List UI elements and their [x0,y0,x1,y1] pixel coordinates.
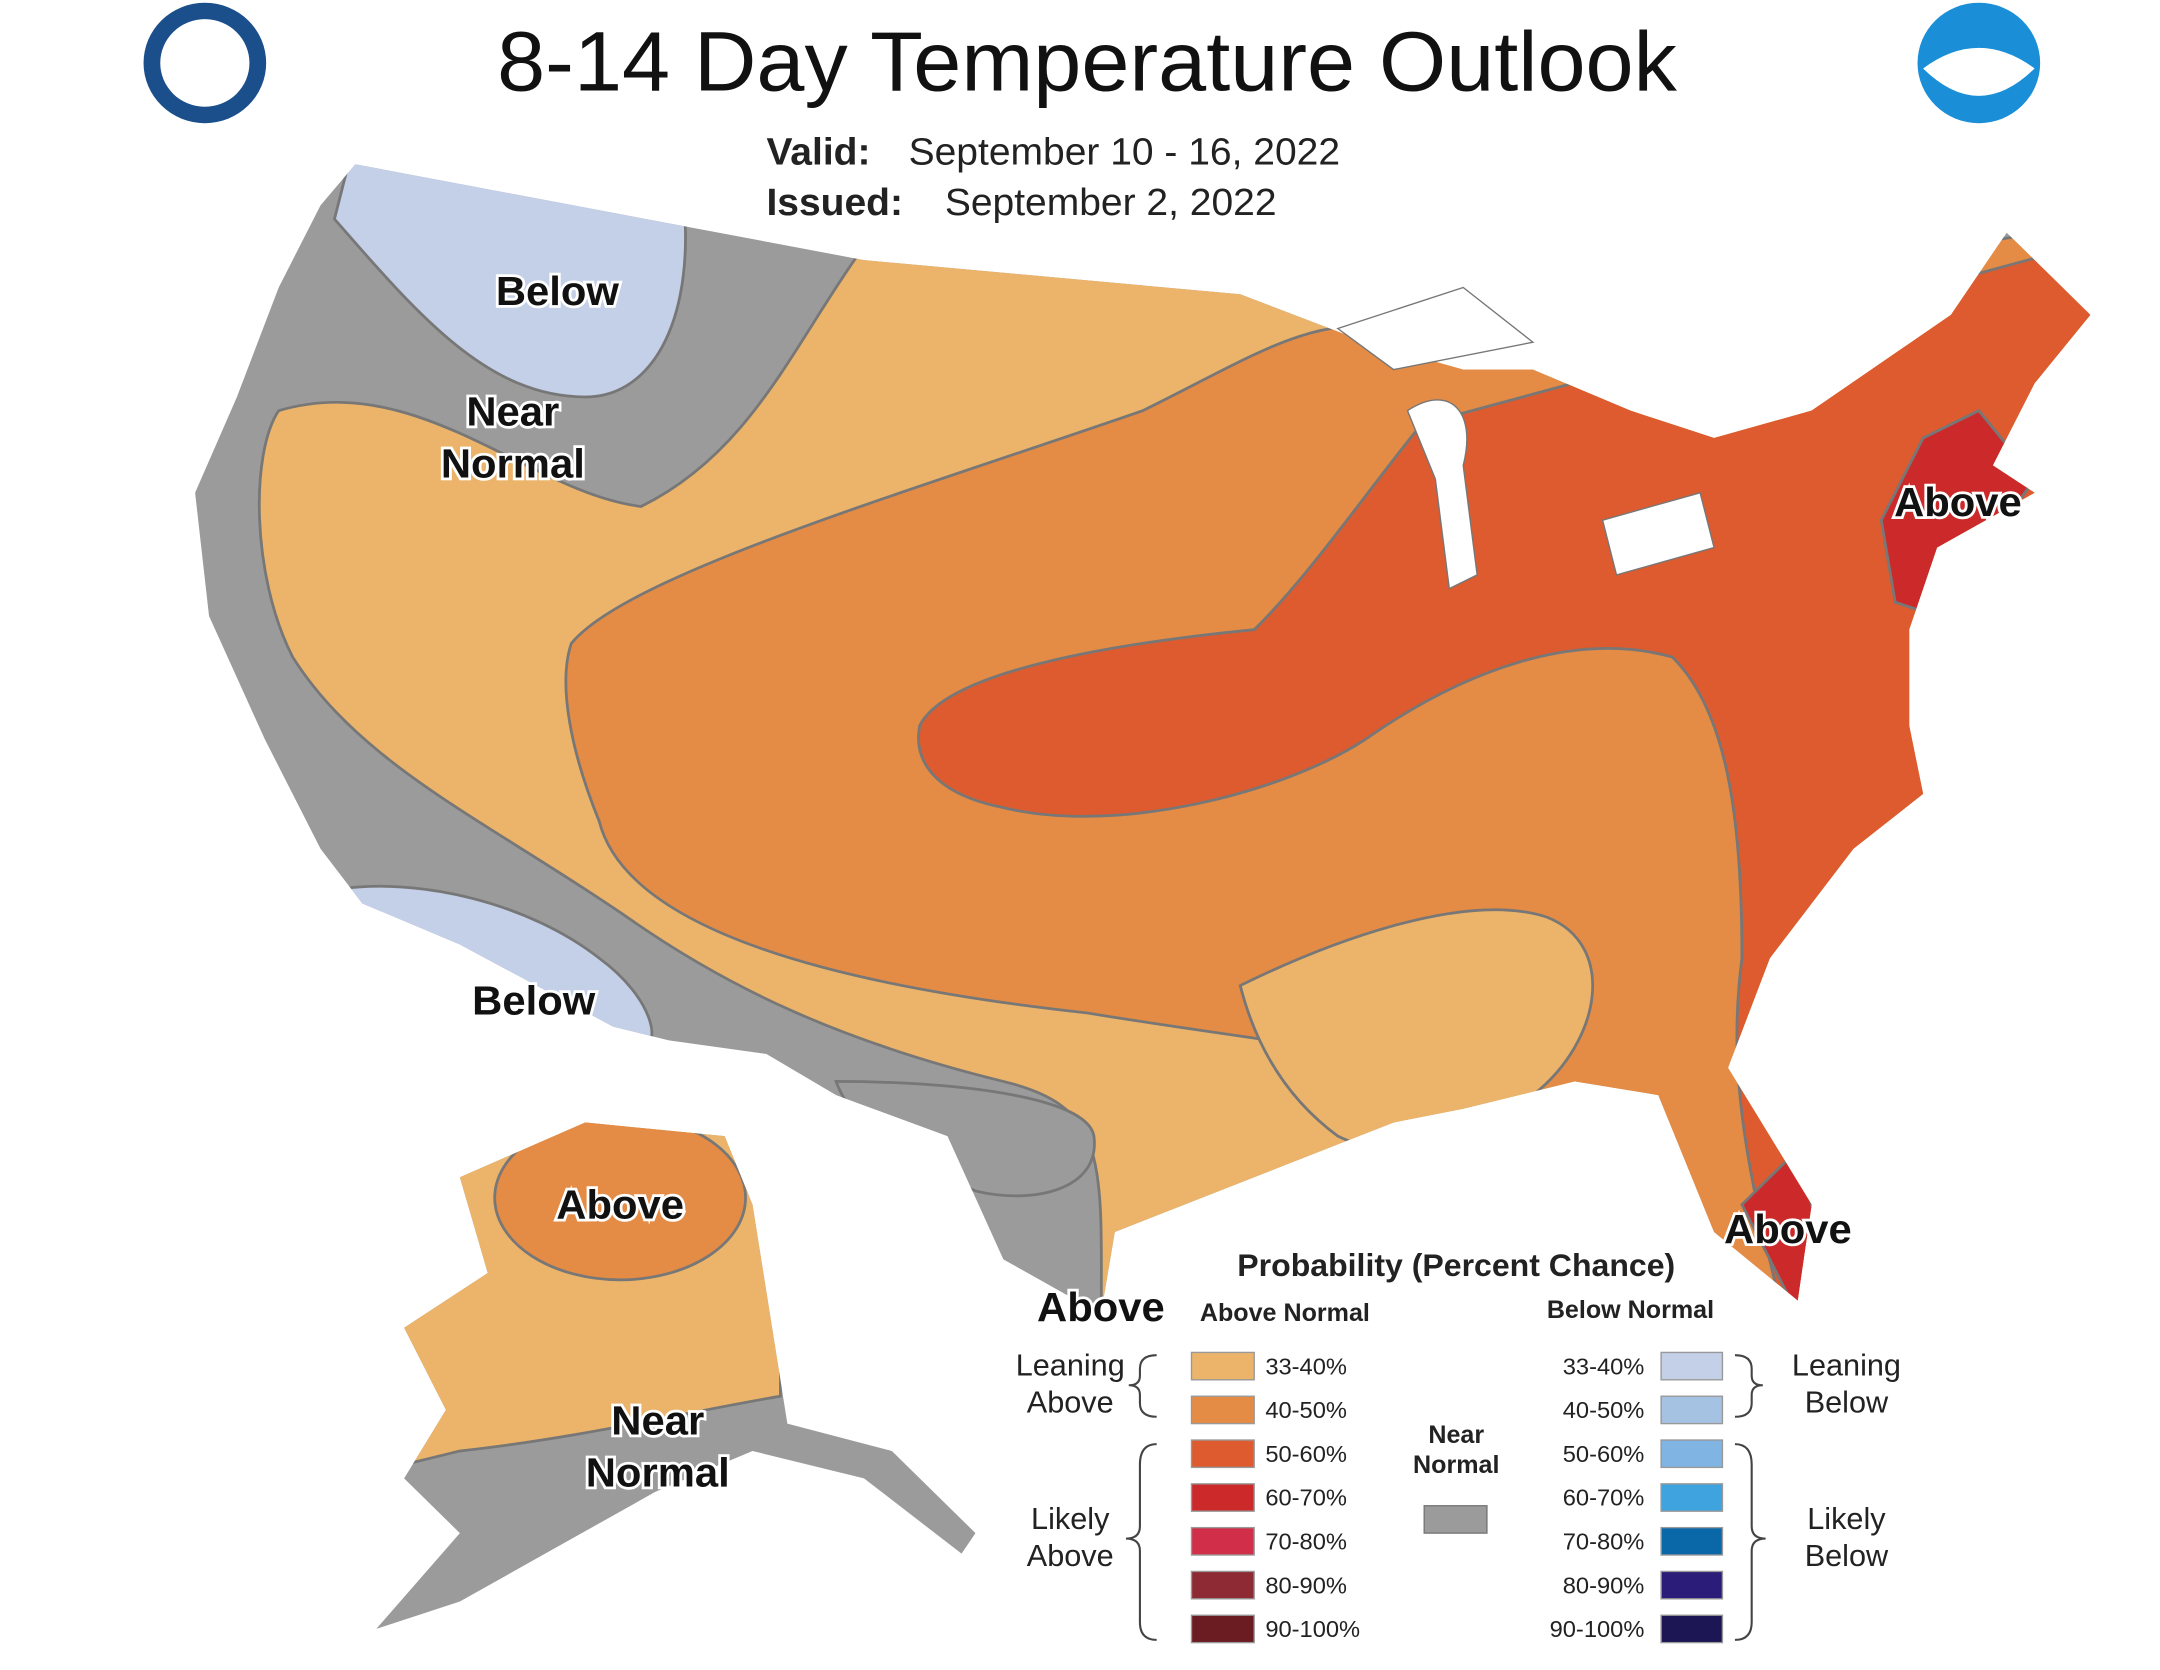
map-label: Below [472,977,596,1024]
legend-group-label: Leaning Above [1016,1349,1125,1420]
map-label-line: Normal [441,440,585,487]
alaska [376,1122,976,1629]
conus [195,164,2091,1315]
valid-dates: September 10 - 16, 2022 [909,131,1340,174]
legend-below-header: Below Normal [1547,1296,1714,1324]
legend-near-label-line: Normal [1413,1451,1499,1479]
doc-logo-inner [160,19,250,107]
legend-group-label: Leaning Below [1792,1349,1901,1420]
legend-bin-label: 40-50% [1265,1397,1347,1423]
map-label: Near Normal [441,388,585,487]
map-label-line: Above [1894,478,2022,525]
legend-bin-label: 90-100% [1265,1616,1360,1642]
map-label: Above [556,1181,684,1228]
legend-swatch [1190,1395,1255,1425]
legend-swatch [1423,1505,1488,1534]
issued-date: September 2, 2022 [945,181,1277,224]
legend-group-label-line: Likely [1807,1502,1886,1536]
great-lakes [1336,286,1715,590]
legend-swatch [1190,1439,1255,1469]
legend-near-label: Near Normal [1413,1421,1499,1479]
legend-bin-label: 80-90% [1563,1573,1645,1599]
map-label-line: Near [611,1397,704,1444]
legend-bin-label: 60-70% [1563,1485,1645,1511]
map-label: Near Normal [586,1397,730,1496]
noaa-gull [1923,47,2035,96]
map-label-line: Normal [586,1449,730,1496]
legend-group-label-line: Above [1027,1539,1114,1573]
legend-group-label-line: Likely [1031,1502,1110,1536]
legend-swatch [1660,1395,1724,1425]
valid-label: Valid: [766,131,870,174]
legend-bin-label: 70-80% [1265,1529,1347,1555]
map-label-line: Below [496,268,620,315]
legend-swatch [1190,1614,1255,1644]
legend-swatch [1660,1351,1724,1381]
legend-bin-label: 70-80% [1563,1529,1645,1555]
legend-bin-label: 50-60% [1563,1441,1645,1467]
legend-group-label-line: Leaning [1792,1349,1901,1383]
map-label-line: Near [466,388,559,435]
title: 8-14 Day Temperature Outlook [497,14,1677,109]
legend-swatch [1660,1483,1724,1512]
legend-swatch [1190,1351,1255,1381]
legend-bin-label: 60-70% [1265,1485,1347,1511]
legend-group-label-line: Below [1805,1539,1890,1573]
map-label: Above [1724,1205,1852,1252]
legend-bin-label: 80-90% [1265,1573,1347,1599]
legend-near-label-line: Near [1428,1421,1484,1449]
legend-swatch [1190,1526,1255,1556]
map-label-line: Below [472,977,596,1024]
legend-group-label: Likely Below [1805,1502,1890,1573]
legend-group-label-line: Below [1805,1386,1890,1420]
legend-swatch [1660,1614,1724,1644]
legend-above-header: Above Normal [1200,1299,1370,1327]
map-label: Above [1894,478,2022,525]
legend-group-label: Likely Above [1027,1502,1114,1573]
map-label-line: Above [556,1181,684,1228]
legend-braces [1125,1354,1766,1641]
legend-bin-label: 33-40% [1563,1354,1645,1380]
legend-swatch [1660,1526,1724,1556]
legend-swatch [1660,1570,1724,1600]
legend-bin-label: 33-40% [1265,1354,1347,1380]
legend-group-label-line: Leaning [1016,1349,1125,1383]
legend-swatch [1190,1483,1255,1512]
map-label-line: Above [1724,1205,1852,1252]
legend-bin-label: 40-50% [1563,1397,1645,1423]
legend-bin-label: 90-100% [1550,1616,1645,1642]
above-region [493,1122,747,1282]
map-label-line: Above [1037,1283,1165,1330]
legend-bin-label: 50-60% [1265,1441,1347,1467]
legend-title: Probability (Percent Chance) [1237,1247,1675,1283]
legend-swatch [1660,1439,1724,1469]
legend-swatch [1190,1570,1255,1600]
map-label: Above [1037,1283,1165,1330]
issued-label: Issued: [766,181,903,224]
legend-group-label-line: Above [1027,1386,1114,1420]
leaning-above-region [1238,908,1594,1152]
map-label: Below [496,268,620,315]
